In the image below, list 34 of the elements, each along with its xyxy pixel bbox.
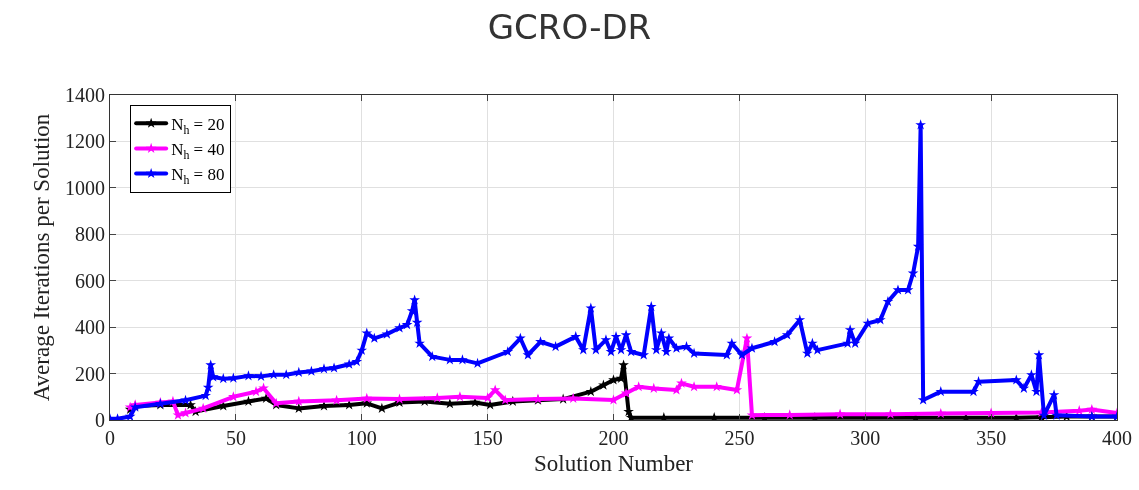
y-tick-label: 600 — [75, 269, 105, 292]
y-tick-label: 800 — [75, 223, 105, 246]
point — [361, 392, 373, 403]
legend-label: N$_{h}$ = 20 — [171, 114, 225, 137]
point — [885, 408, 896, 419]
y-tick-label: 200 — [75, 362, 105, 385]
x-tick-label: 100 — [346, 427, 377, 449]
x-tick-label: 50 — [225, 427, 246, 449]
point — [258, 382, 269, 393]
point — [676, 377, 687, 388]
point — [834, 408, 846, 419]
x-axis-title: Solution Number — [533, 450, 694, 476]
point — [1086, 403, 1098, 415]
chart-title: GCRO-DR — [487, 6, 652, 47]
x-tick-label: 400 — [1102, 427, 1132, 449]
y-tick-label: 1200 — [65, 130, 105, 153]
legend-label: N$_{h}$ = 40 — [171, 140, 225, 162]
point — [567, 392, 579, 403]
x-tick-label: 200 — [598, 427, 629, 449]
point — [935, 407, 947, 419]
point — [741, 332, 753, 343]
x-tick-label: 250 — [724, 427, 755, 449]
point — [293, 395, 305, 406]
legend-label: N$_{h}$ = 80 — [171, 165, 225, 187]
y-tick-label: 0 — [95, 409, 105, 431]
y-tick-label: 1400 — [65, 84, 105, 106]
y-axis-title: Average Iterations per Solution — [29, 113, 55, 402]
y-tick-label: 400 — [75, 316, 105, 339]
x-tick-label: 350 — [976, 427, 1007, 449]
y-tick-label: 1000 — [65, 176, 105, 199]
point — [633, 381, 645, 392]
point — [618, 359, 629, 370]
x-tick-label: 150 — [472, 427, 503, 449]
x-tick-label: 300 — [850, 427, 881, 449]
